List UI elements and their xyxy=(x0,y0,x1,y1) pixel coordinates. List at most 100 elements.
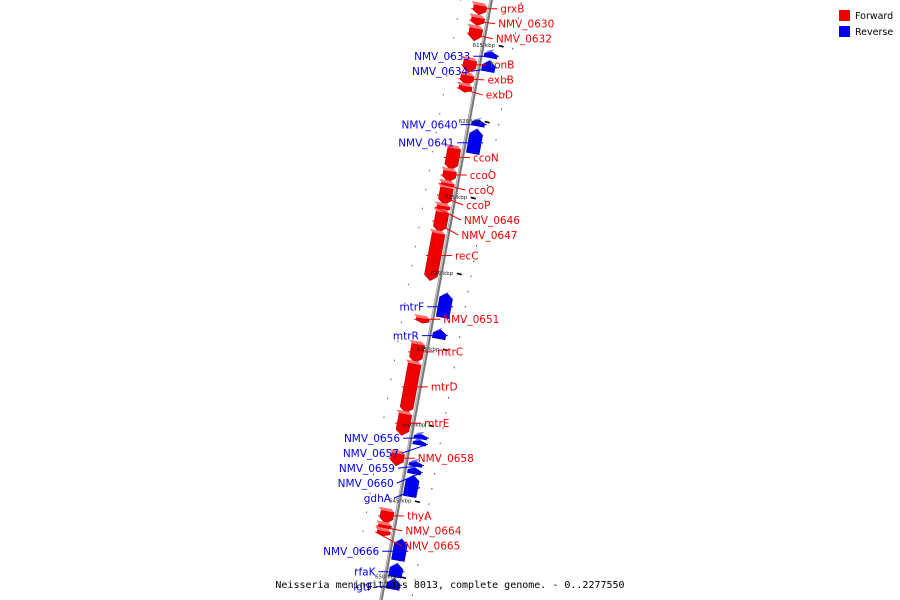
cds-shading xyxy=(445,143,461,150)
gene-label[interactable]: mtrR xyxy=(393,330,419,342)
leader-line xyxy=(401,443,429,454)
scale-major-tick xyxy=(428,424,435,428)
leader-line xyxy=(469,19,496,25)
gene-label[interactable]: NMV_0634 xyxy=(412,66,468,78)
cds-rfak[interactable] xyxy=(388,563,404,579)
gene-label[interactable]: recC xyxy=(455,250,479,262)
cds-shading xyxy=(376,520,392,527)
gene-label[interactable]: lgtF xyxy=(353,582,373,594)
cds-layer xyxy=(375,1,498,591)
cds-nmv-0666[interactable] xyxy=(391,538,408,562)
cds-gdha[interactable] xyxy=(402,474,420,499)
cds-mtrc[interactable] xyxy=(409,342,426,363)
scale-major-tick xyxy=(414,500,421,504)
gene-label[interactable]: mtrC xyxy=(437,347,463,359)
cds-shading xyxy=(471,1,487,7)
leader-line xyxy=(397,464,425,469)
cds-shading xyxy=(434,201,451,208)
cds-mtrf[interactable] xyxy=(435,292,453,319)
cds-shading xyxy=(469,126,481,133)
cds-shading xyxy=(414,431,425,436)
gene-label[interactable]: NMV_0664 xyxy=(405,526,461,538)
cds-shading xyxy=(375,526,391,533)
cds-shading xyxy=(439,290,451,297)
gene-label[interactable]: NMV_0630 xyxy=(498,19,554,31)
legend: Forward Reverse xyxy=(839,10,893,38)
gene-label[interactable]: NMV_0640 xyxy=(402,119,458,131)
gene-label[interactable]: tonB xyxy=(490,60,514,72)
gene-label[interactable]: NMV_0647 xyxy=(461,230,517,242)
scale-tick-label: 640 kbp xyxy=(403,423,426,429)
scale-tick-label: 620 kbp xyxy=(459,119,482,125)
cds-ccon[interactable] xyxy=(444,146,462,171)
gene-label[interactable]: NMV_0659 xyxy=(339,463,395,475)
scale-tick-label: 650 kbp xyxy=(375,575,398,581)
tick-layer: 615 kbp 620 kbp 625 kbp 630 kbp 635 kbp 640 k… xyxy=(355,0,522,597)
gene-label[interactable]: thyA xyxy=(407,511,432,523)
gene-label[interactable]: NMV_0657 xyxy=(343,448,399,460)
cds-shading xyxy=(405,359,422,366)
gene-label[interactable]: exbD xyxy=(486,90,513,102)
label-layer: grxB NMV_0630 NMV_0632 tonB exbB exbD ccoN ccoO… xyxy=(323,4,554,594)
gene-label[interactable]: NMV_0656 xyxy=(344,433,400,445)
scale-tick-label: 645 kbp xyxy=(389,499,412,505)
cds-shading xyxy=(458,70,475,77)
cds-shading xyxy=(409,459,420,463)
gene-label[interactable]: mtrD xyxy=(431,382,458,394)
leader-line xyxy=(466,32,493,40)
scale-major-tick xyxy=(498,44,504,48)
gene-label[interactable]: NMV_0666 xyxy=(323,546,379,558)
cds-shading xyxy=(482,58,494,65)
cds-mtrr[interactable] xyxy=(431,329,447,341)
gene-label[interactable]: NMV_0665 xyxy=(404,541,460,553)
leader-line xyxy=(393,487,421,499)
cds-exbd[interactable] xyxy=(458,84,473,93)
gene-label[interactable]: NMV_0632 xyxy=(496,34,552,46)
leader-line xyxy=(456,87,483,96)
gene-label[interactable]: mtrE xyxy=(424,418,449,430)
gene-label[interactable]: ccoO xyxy=(470,170,496,182)
gene-label[interactable]: NMV_0658 xyxy=(418,453,474,465)
leader-line xyxy=(471,67,498,72)
gene-label[interactable]: ccoQ xyxy=(468,185,494,197)
cds-shading xyxy=(438,183,454,190)
gene-label[interactable]: NMV_0641 xyxy=(398,138,454,150)
legend-swatch-forward xyxy=(839,10,850,21)
scale-major-tick xyxy=(484,120,490,124)
genome-backbone-highlight xyxy=(379,0,491,600)
scale-tick-label: 630 kbp xyxy=(431,271,454,277)
gene-label[interactable]: NMV_0633 xyxy=(414,51,470,63)
leader-line xyxy=(374,531,402,547)
cds-shading xyxy=(387,576,399,583)
gene-label[interactable]: rfaK xyxy=(354,567,376,579)
leader-line xyxy=(376,525,403,532)
cds-shading xyxy=(396,409,412,416)
gene-label[interactable]: NMV_0651 xyxy=(443,314,499,326)
cds-nmv-0641[interactable] xyxy=(465,128,483,155)
gene-label[interactable]: NMV_0646 xyxy=(464,215,520,227)
leader-line xyxy=(375,584,402,588)
gene-label[interactable]: gdhA xyxy=(364,493,392,505)
gene-label[interactable]: exbB xyxy=(487,75,513,87)
cds-exbb[interactable] xyxy=(459,74,475,86)
cds-shading xyxy=(378,506,394,513)
gene-label[interactable]: ccoP xyxy=(466,200,490,212)
scale-major-tick xyxy=(442,348,449,352)
cds-shading xyxy=(389,449,405,455)
gene-label[interactable]: NMV_0660 xyxy=(338,478,394,490)
gene-label[interactable]: grxB xyxy=(500,4,524,16)
map-caption: Neisseria meningitidis 8013, complete ge… xyxy=(275,580,624,591)
cds-nmv-0632[interactable] xyxy=(468,26,484,42)
gene-label[interactable]: ccoN xyxy=(473,152,499,164)
cds-shading xyxy=(456,81,473,88)
leader-line xyxy=(432,220,459,236)
gene-label[interactable]: mtrF xyxy=(399,302,424,314)
scale-tick-label: 635 kbp xyxy=(417,347,440,353)
leader-line xyxy=(436,194,464,206)
cds-nmv-0657[interactable] xyxy=(412,440,427,447)
cds-shading xyxy=(439,178,455,185)
cds-shading xyxy=(471,117,483,122)
backbone-layer xyxy=(379,0,493,600)
cds-shading xyxy=(390,561,401,568)
cds-nmv-0658[interactable] xyxy=(390,452,405,467)
